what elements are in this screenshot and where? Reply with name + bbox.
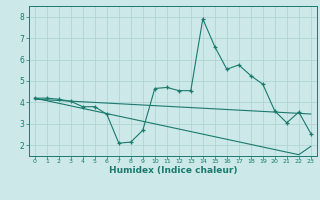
X-axis label: Humidex (Indice chaleur): Humidex (Indice chaleur) bbox=[108, 166, 237, 175]
